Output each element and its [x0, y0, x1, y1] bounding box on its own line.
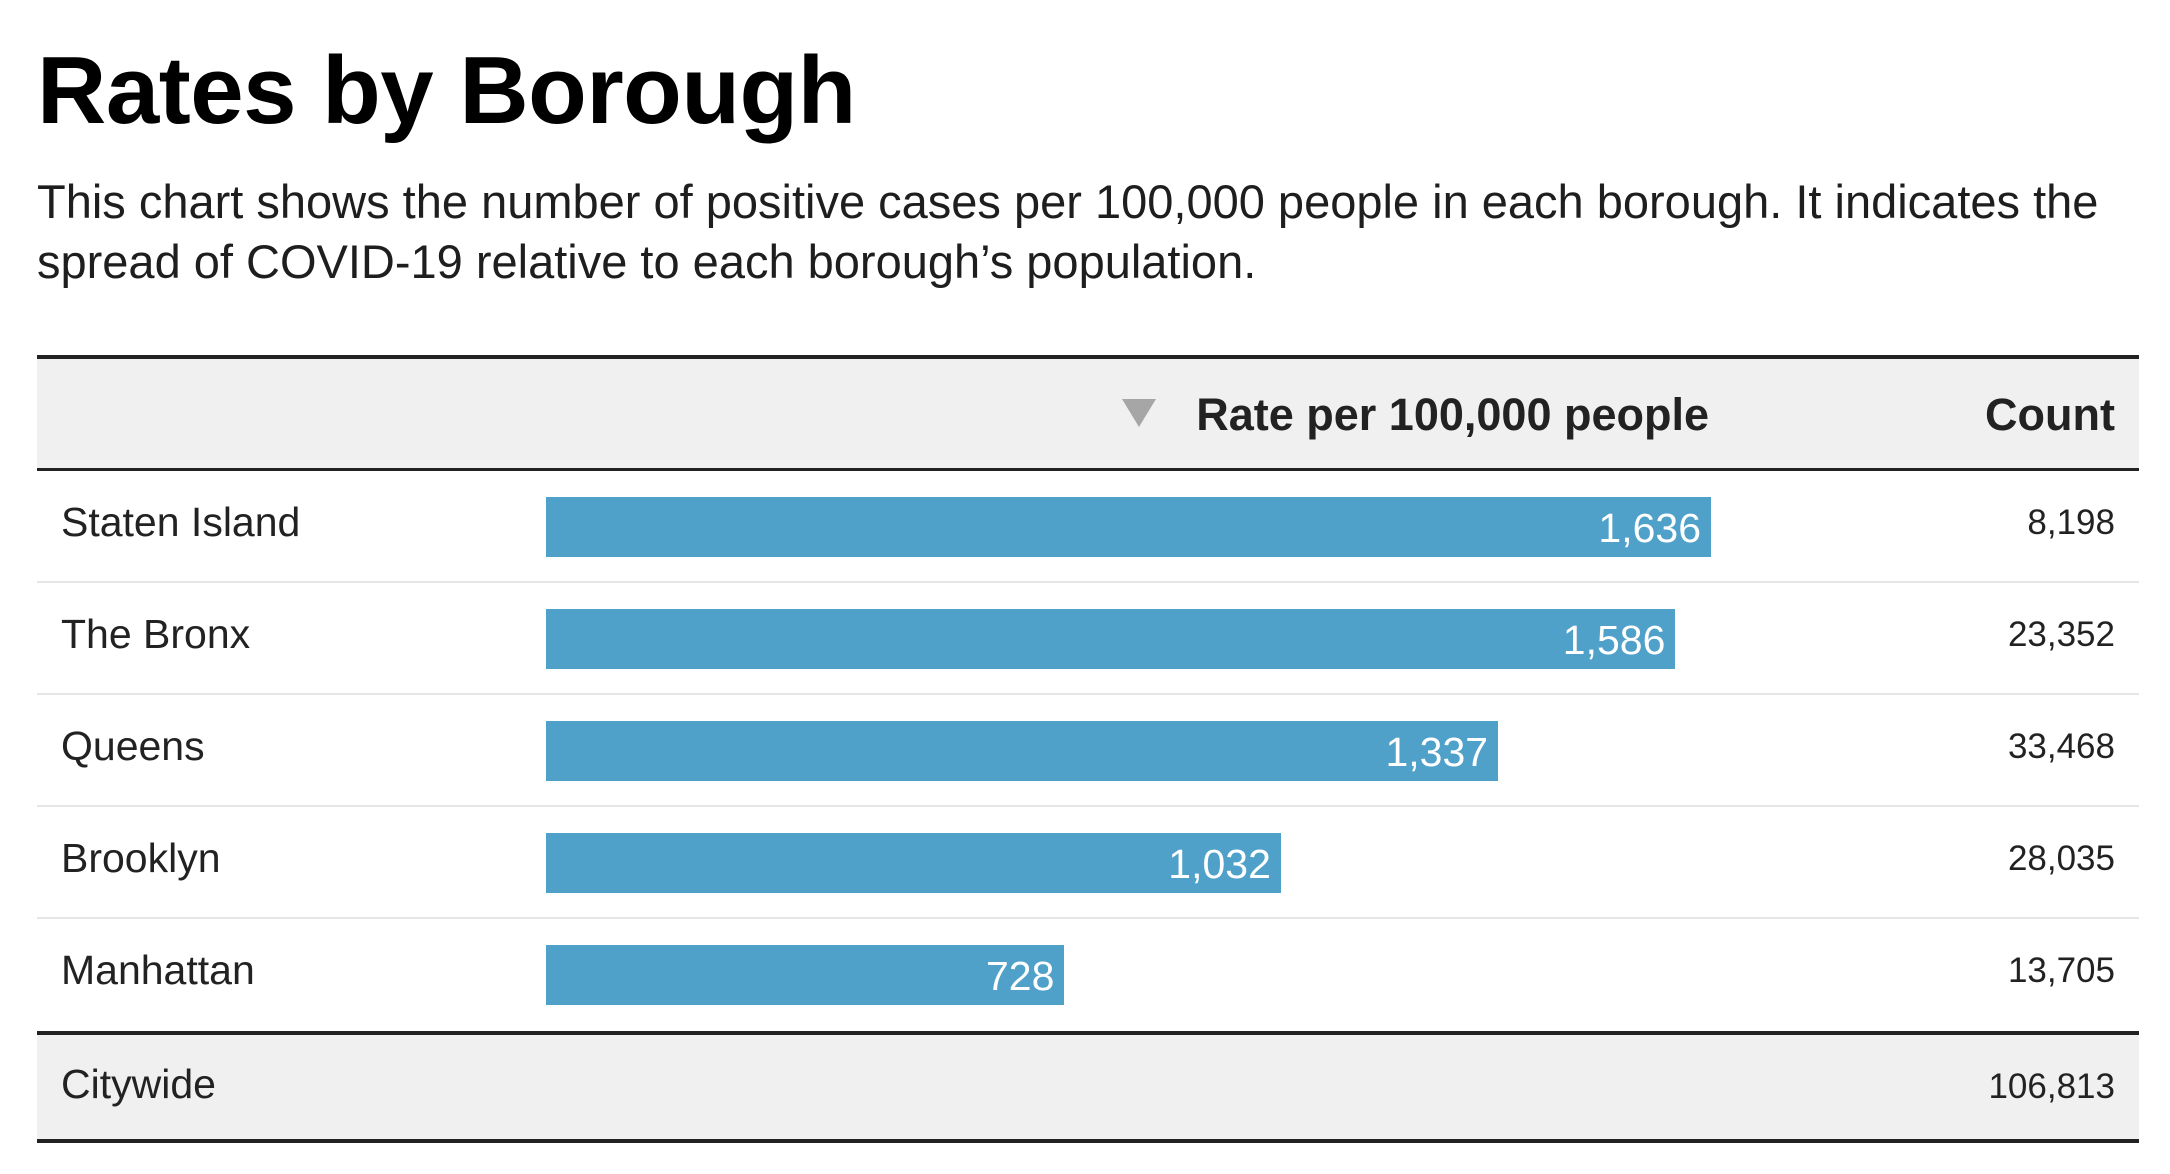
count-value: 23,352 [2007, 615, 2115, 654]
rate-bar: 728 [546, 945, 1065, 1005]
borough-name: The Bronx [61, 611, 251, 657]
count-column-header[interactable]: Count [1985, 389, 2115, 440]
table-header: Rate per 100,000 people Count [37, 355, 2139, 471]
page-subtitle: This chart shows the number of positive … [37, 175, 2099, 288]
borough-name: Manhattan [61, 947, 255, 993]
rate-bar: 1,636 [546, 497, 1711, 557]
borough-name: Brooklyn [61, 835, 221, 881]
rate-value-label: 1,032 [1168, 841, 1271, 887]
rate-value-label: 728 [985, 953, 1055, 999]
borough-rate-table: Rate per 100,000 people Count Staten Isl… [37, 355, 2139, 1143]
rate-bar: 1,586 [546, 609, 1676, 669]
rate-column-header[interactable]: Rate per 100,000 people [1196, 389, 1709, 440]
rate-bar: 1,032 [546, 833, 1281, 893]
table-body: Staten Island 1,636 8,198 The Bronx 1,586 23,… [37, 471, 2139, 1031]
table-row: Queens 1,337 33,468 [37, 695, 2139, 807]
page-title: Rates by Borough [37, 37, 856, 144]
table-row: Manhattan 728 13,705 [37, 919, 2139, 1031]
table-row: Brooklyn 1,032 28,035 [37, 807, 2139, 919]
sort-descending-triangle-icon[interactable] [1122, 399, 1156, 427]
citywide-label: Citywide [61, 1061, 216, 1107]
citywide-count: 106,813 [1988, 1067, 2115, 1106]
citywide-row: Citywide 106,813 [37, 1031, 2139, 1143]
rate-value-label: 1,586 [1562, 617, 1666, 663]
rate-bar: 1,337 [546, 721, 1499, 781]
rate-value-label: 1,337 [1385, 729, 1489, 775]
table-row: Staten Island 1,636 8,198 [37, 471, 2139, 583]
rate-value-label: 1,636 [1598, 505, 1701, 551]
count-value: 33,468 [2007, 727, 2115, 766]
count-value: 8,198 [2027, 503, 2115, 542]
count-value: 28,035 [2007, 839, 2115, 878]
borough-name: Queens [61, 723, 205, 769]
table-row: The Bronx 1,586 23,352 [37, 583, 2139, 695]
borough-name: Staten Island [61, 499, 301, 545]
count-value: 13,705 [2007, 951, 2115, 990]
